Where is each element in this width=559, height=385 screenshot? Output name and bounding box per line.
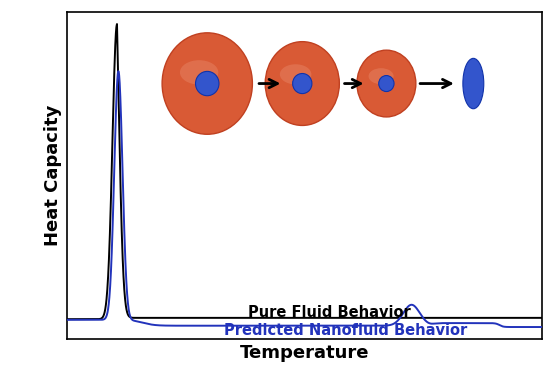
Ellipse shape (378, 75, 394, 92)
Ellipse shape (265, 42, 339, 126)
Ellipse shape (357, 50, 416, 117)
Ellipse shape (280, 64, 311, 84)
Y-axis label: Heat Capacity: Heat Capacity (44, 104, 61, 246)
Ellipse shape (162, 33, 253, 134)
Ellipse shape (180, 60, 219, 85)
Ellipse shape (463, 59, 484, 109)
Ellipse shape (196, 71, 219, 96)
Text: Pure Fluid Behavior: Pure Fluid Behavior (248, 305, 410, 320)
X-axis label: Temperature: Temperature (240, 344, 369, 362)
Text: Predicted Nanofluid Behavior: Predicted Nanofluid Behavior (224, 323, 467, 338)
Ellipse shape (368, 68, 394, 84)
Ellipse shape (293, 74, 312, 94)
